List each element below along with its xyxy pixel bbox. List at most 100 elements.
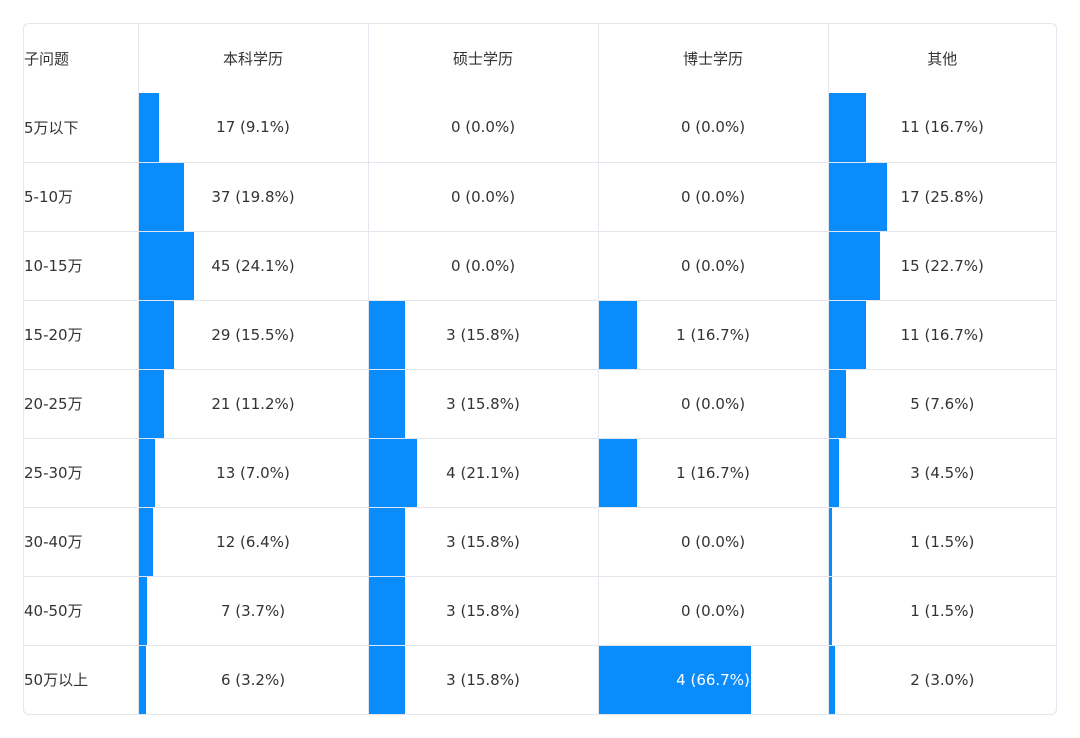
bar-bachelor: [138, 507, 154, 576]
cell-value: 3 (15.8%): [446, 394, 520, 413]
cell-value: 37 (19.8%): [211, 187, 295, 206]
cell-value: 15 (22.7%): [900, 256, 984, 275]
header-doctor: 博士学历: [597, 24, 828, 93]
cell-bachelor: 37 (19.8%): [137, 161, 368, 231]
cell-other: 3 (4.5%): [827, 437, 1056, 507]
cell-value: 1 (1.5%): [910, 601, 975, 620]
cell-bachelor: 17 (9.1%): [137, 93, 368, 162]
bar-other: [828, 507, 832, 576]
cell-other: 15 (22.7%): [827, 230, 1056, 300]
cell-doctor: 4 (66.7%): [597, 644, 828, 714]
cell-value: 29 (15.5%): [211, 325, 295, 344]
cell-value: 6 (3.2%): [220, 670, 286, 689]
bar-bachelor: [138, 231, 194, 300]
table-row: 5万以下 17 (9.1%) 0 (0.0%) 0 (0.0%) 11 (16.7%): [24, 93, 1056, 162]
cell-master: 3 (15.8%): [367, 575, 598, 645]
cell-value: 1 (16.7%): [676, 325, 750, 344]
row-label: 20-25万: [24, 368, 138, 438]
cell-master: 4 (21.1%): [367, 437, 598, 507]
cell-value: 3 (15.8%): [446, 601, 520, 620]
row-label: 15-20万: [24, 299, 138, 369]
cell-value: 45 (24.1%): [211, 256, 295, 275]
bar-other: [828, 576, 832, 645]
bar-other: [828, 645, 836, 714]
bar-master: [368, 300, 405, 369]
cell-bachelor: 7 (3.7%): [137, 575, 368, 645]
cell-doctor: 0 (0.0%): [597, 506, 828, 576]
cell-value: 11 (16.7%): [900, 325, 984, 344]
row-label: 25-30万: [24, 437, 138, 507]
bar-other: [828, 369, 846, 438]
cell-doctor: 0 (0.0%): [597, 575, 828, 645]
cell-value: 4 (66.7%): [676, 670, 750, 689]
cell-doctor: 0 (0.0%): [597, 161, 828, 231]
cell-doctor: 0 (0.0%): [597, 230, 828, 300]
cell-value: 0 (0.0%): [680, 187, 746, 206]
cell-value: 0 (0.0%): [680, 256, 746, 275]
cell-value: 11 (16.7%): [900, 118, 984, 137]
cell-bachelor: 13 (7.0%): [137, 437, 368, 507]
bar-master: [368, 369, 405, 438]
cell-bachelor: 29 (15.5%): [137, 299, 368, 369]
cell-master: 0 (0.0%): [367, 230, 598, 300]
cell-master: 3 (15.8%): [367, 506, 598, 576]
bar-master: [368, 645, 405, 714]
table-row: 25-30万 13 (7.0%) 4 (21.1%) 1 (16.7%) 3 (4.5%…: [24, 437, 1056, 507]
cell-value: 3 (15.8%): [446, 532, 520, 551]
bar-other: [828, 93, 867, 162]
bar-master: [368, 507, 405, 576]
cell-value: 0 (0.0%): [450, 256, 516, 275]
cell-value: 3 (15.8%): [446, 670, 520, 689]
bar-bachelor: [138, 576, 147, 645]
cell-value: 13 (7.0%): [216, 463, 290, 482]
bar-other: [828, 438, 839, 507]
cell-other: 1 (1.5%): [827, 575, 1056, 645]
crosstab-grid: 子问题 本科学历 硕士学历 博士学历 其他 5万以下 17 (9.1%) 0 (0.…: [24, 24, 1056, 714]
cell-value: 3 (15.8%): [446, 325, 520, 344]
cell-master: 3 (15.8%): [367, 368, 598, 438]
bar-doctor: [598, 438, 637, 507]
cell-value: 17 (25.8%): [900, 187, 984, 206]
table-row: 5-10万 37 (19.8%) 0 (0.0%) 0 (0.0%) 17 (25.8%…: [24, 161, 1056, 231]
cell-other: 11 (16.7%): [827, 299, 1056, 369]
cell-other: 17 (25.8%): [827, 161, 1056, 231]
cell-value: 5 (7.6%): [910, 394, 975, 413]
header-master: 硕士学历: [367, 24, 598, 93]
cell-bachelor: 6 (3.2%): [137, 644, 368, 714]
cell-other: 5 (7.6%): [827, 368, 1056, 438]
table-row: 50万以上 6 (3.2%) 3 (15.8%) 4 (66.7%) 2 (3.0%): [24, 644, 1056, 714]
row-label: 10-15万: [24, 230, 138, 300]
bar-bachelor: [138, 645, 146, 714]
bar-master: [368, 576, 405, 645]
header-subquestion: 子问题: [24, 50, 70, 68]
row-label: 40-50万: [24, 575, 138, 645]
cell-value: 21 (11.2%): [211, 394, 295, 413]
bar-doctor: [598, 645, 752, 714]
cell-bachelor: 21 (11.2%): [137, 368, 368, 438]
cell-value: 1 (1.5%): [910, 532, 975, 551]
bar-other: [828, 300, 867, 369]
cell-master: 0 (0.0%): [367, 93, 598, 162]
cell-value: 3 (4.5%): [910, 463, 975, 482]
header-other: 其他: [827, 24, 1056, 93]
table-row: 15-20万 29 (15.5%) 3 (15.8%) 1 (16.7%) 11 (16…: [24, 299, 1056, 369]
bar-bachelor: [138, 162, 184, 231]
cell-value: 0 (0.0%): [680, 394, 746, 413]
bar-bachelor: [138, 93, 160, 162]
cell-value: 0 (0.0%): [450, 118, 516, 137]
cell-other: 1 (1.5%): [827, 506, 1056, 576]
bar-bachelor: [138, 369, 165, 438]
cell-doctor: 0 (0.0%): [597, 93, 828, 162]
cell-other: 11 (16.7%): [827, 93, 1056, 162]
cell-value: 7 (3.7%): [220, 601, 286, 620]
row-label: 5-10万: [24, 161, 138, 231]
bar-other: [828, 162, 888, 231]
cell-other: 2 (3.0%): [827, 644, 1056, 714]
cell-value: 0 (0.0%): [680, 601, 746, 620]
row-label: 30-40万: [24, 506, 138, 576]
cell-value: 1 (16.7%): [676, 463, 750, 482]
cell-doctor: 0 (0.0%): [597, 368, 828, 438]
crosstab-table: 子问题 本科学历 硕士学历 博士学历 其他 5万以下 17 (9.1%) 0 (0.…: [23, 23, 1057, 715]
cell-value: 0 (0.0%): [680, 532, 746, 551]
cell-doctor: 1 (16.7%): [597, 299, 828, 369]
